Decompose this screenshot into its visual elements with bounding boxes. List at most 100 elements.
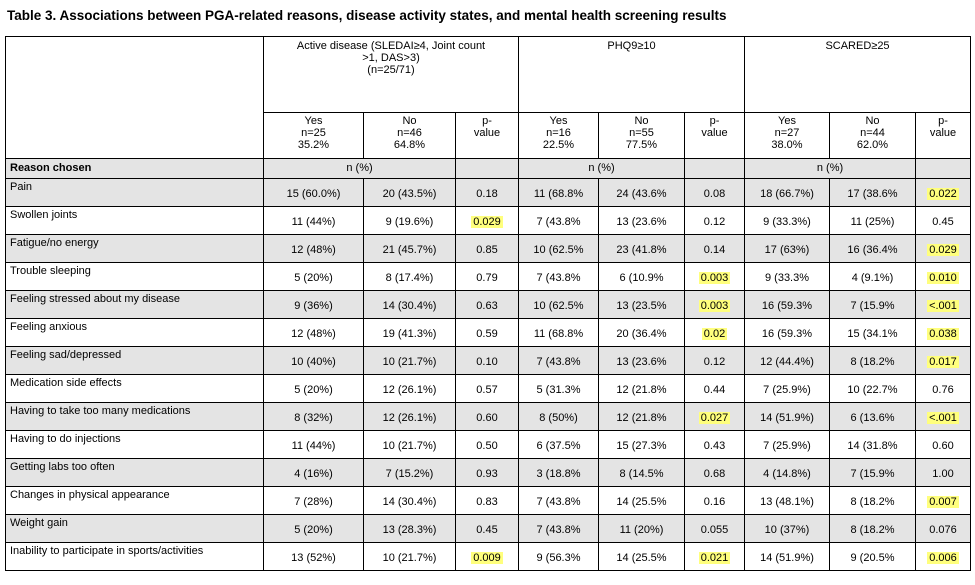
count-cell: 12 (44.4%) <box>744 346 830 375</box>
active-yes-header: Yes n=25 35.2% <box>263 112 364 159</box>
highlighted-p-value: 0.021 <box>698 552 731 564</box>
count-cell: 8 (17.4%) <box>363 262 456 291</box>
count-cell: 7 (25.9%) <box>744 374 830 403</box>
count-cell: 11 (25%) <box>829 206 916 235</box>
count-cell: 13 (23.6% <box>598 346 685 375</box>
p-value-cell: 0.076 <box>915 514 971 543</box>
p-value-cell: 0.57 <box>455 374 519 403</box>
count-cell: 9 (33.3% <box>744 262 830 291</box>
count-cell: 17 (63%) <box>744 234 830 263</box>
table-row: Weight gain 5 (20%) 13 (28.3%) 0.45 7 (43.8%… <box>5 514 971 543</box>
table-title: Table 3. Associations between PGA-relate… <box>7 8 727 23</box>
count-cell: 8 (32%) <box>263 402 364 431</box>
table-row: Medication side effects 5 (20%) 12 (26.1%)… <box>5 374 971 403</box>
reason-cell: Swollen joints <box>5 206 264 235</box>
reason-cell: Feeling stressed about my disease <box>5 290 264 319</box>
p-value-cell: 0.021 <box>684 542 745 571</box>
p-value-cell: 0.83 <box>455 486 519 515</box>
npct-header-phq9: n (%) <box>518 158 685 179</box>
reason-cell: Pain <box>5 178 264 207</box>
count-cell: 18 (66.7%) <box>744 178 830 207</box>
table-row: Swollen joints 11 (44%) 9 (19.6%) 0.029 7 (4… <box>5 206 971 235</box>
count-cell: 8 (18.2% <box>829 514 916 543</box>
count-cell: 11 (44%) <box>263 206 364 235</box>
p-value-cell: 0.038 <box>915 318 971 347</box>
p-value-cell: 0.44 <box>684 374 745 403</box>
count-cell: 4 (16%) <box>263 458 364 487</box>
count-cell: 10 (21.7%) <box>363 346 456 375</box>
count-cell: 7 (43.8% <box>518 262 599 291</box>
reason-cell: Changes in physical appearance <box>5 486 264 515</box>
results-table: Active disease (SLEDAI≥4, Joint count >1… <box>5 36 971 571</box>
count-cell: 11 (68.8% <box>518 318 599 347</box>
table-row: Having to do injections 11 (44%) 10 (21.7%… <box>5 430 971 459</box>
count-cell: 19 (41.3%) <box>363 318 456 347</box>
count-cell: 7 (43.8% <box>518 206 599 235</box>
count-cell: 10 (37%) <box>744 514 830 543</box>
count-cell: 23 (41.8% <box>598 234 685 263</box>
count-cell: 14 (30.4%) <box>363 290 456 319</box>
count-cell: 14 (31.8% <box>829 430 916 459</box>
reason-chosen-header: Reason chosen <box>5 158 264 179</box>
table-row: Inability to participate in sports/activ… <box>5 542 971 571</box>
document-page: Table 3. Associations between PGA-relate… <box>5 8 971 571</box>
count-cell: 15 (27.3% <box>598 430 685 459</box>
highlighted-p-value: 0.027 <box>698 412 731 424</box>
reason-cell: Having to take too many medications <box>5 402 264 431</box>
count-cell: 8 (18.2% <box>829 486 916 515</box>
p-value-cell: 0.003 <box>684 290 745 319</box>
p-value-cell: 0.16 <box>684 486 745 515</box>
count-cell: 8 (14.5% <box>598 458 685 487</box>
p-value-cell: 0.017 <box>915 346 971 375</box>
reason-cell: Medication side effects <box>5 374 264 403</box>
p-value-cell: 0.50 <box>455 430 519 459</box>
npct-spacer-active <box>455 158 519 179</box>
count-cell: 7 (43.8% <box>518 514 599 543</box>
count-cell: 12 (21.8% <box>598 374 685 403</box>
count-cell: 16 (36.4% <box>829 234 916 263</box>
count-cell: 13 (48.1%) <box>744 486 830 515</box>
group-header-row: Active disease (SLEDAI≥4, Joint count >1… <box>5 36 971 159</box>
p-value-cell: 0.43 <box>684 430 745 459</box>
reason-cell: Fatigue/no energy <box>5 234 264 263</box>
count-cell: 9 (33.3%) <box>744 206 830 235</box>
highlighted-p-value: <.001 <box>927 412 959 424</box>
count-cell: 17 (38.6% <box>829 178 916 207</box>
p-value-cell: 0.60 <box>915 430 971 459</box>
highlighted-p-value: 0.029 <box>471 216 503 228</box>
p-value-cell: 0.79 <box>455 262 519 291</box>
p-value-cell: 0.08 <box>684 178 745 207</box>
count-cell: 8 (18.2% <box>829 346 916 375</box>
p-value-cell: 0.76 <box>915 374 971 403</box>
p-value-cell: 0.12 <box>684 206 745 235</box>
reason-chosen-row: Reason chosen n (%) n (%) n (%) <box>5 158 971 179</box>
count-cell: 7 (15.9% <box>829 290 916 319</box>
count-cell: 13 (23.6% <box>598 206 685 235</box>
count-cell: 4 (14.8%) <box>744 458 830 487</box>
p-value-cell: 0.45 <box>455 514 519 543</box>
reason-cell: Inability to participate in sports/activ… <box>5 542 264 571</box>
highlighted-p-value: 0.003 <box>698 272 731 284</box>
subheader-row: Yes n=25 35.2% No n=46 64.8% p- value Ye… <box>6 112 971 159</box>
p-value-cell: 1.00 <box>915 458 971 487</box>
count-cell: 6 (13.6% <box>829 402 916 431</box>
highlighted-p-value: 0.010 <box>927 272 959 284</box>
count-cell: 7 (43.8% <box>518 346 599 375</box>
active-no-header: No n=46 64.8% <box>363 112 456 159</box>
p-value-cell: 0.85 <box>455 234 519 263</box>
group-header-scared: SCARED≥25 <box>744 36 971 113</box>
count-cell: 13 (23.5% <box>598 290 685 319</box>
count-cell: 9 (20.5% <box>829 542 916 571</box>
highlighted-p-value: 0.007 <box>927 496 959 508</box>
count-cell: 13 (52%) <box>263 542 364 571</box>
count-cell: 12 (48%) <box>263 318 364 347</box>
group-header-active-disease: Active disease (SLEDAI≥4, Joint count >1… <box>263 36 519 113</box>
p-value-cell: 0.59 <box>455 318 519 347</box>
p-value-cell: 0.003 <box>684 262 745 291</box>
count-cell: 10 (21.7%) <box>363 430 456 459</box>
count-cell: 10 (21.7%) <box>363 542 456 571</box>
reasons-tbody: Pain 15 (60.0%) 20 (43.5%) 0.18 11 (68.8% 24 … <box>5 178 971 571</box>
p-value-cell: <.001 <box>915 402 971 431</box>
count-cell: 3 (18.8% <box>518 458 599 487</box>
count-cell: 14 (51.9%) <box>744 402 830 431</box>
